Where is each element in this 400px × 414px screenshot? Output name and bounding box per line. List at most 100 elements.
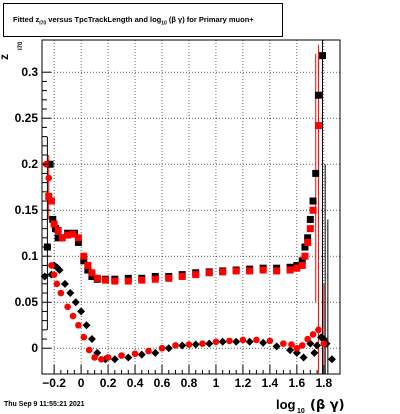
data-point-square (111, 277, 119, 285)
data-point-circle (91, 354, 98, 361)
data-point-circle (104, 354, 112, 361)
data-point-diamond (66, 289, 75, 298)
data-point-square (138, 276, 146, 284)
data-point-square (192, 271, 200, 279)
x-axis-title-sub: 10 (297, 408, 305, 414)
x-tick-label: 0.4 (127, 376, 144, 390)
data-point-square (178, 272, 186, 280)
data-point-square (306, 225, 314, 233)
data-point-square (246, 267, 254, 275)
data-point-circle (64, 303, 71, 311)
data-point-diamond (60, 279, 69, 288)
data-point-square (49, 215, 57, 223)
x-tick-label: 1.8 (315, 376, 332, 390)
x-axis-title-tail: (β γ) (310, 398, 345, 413)
axis-ticks: −0.2 0 0.2 0.4 0.6 0.8 1 1.2 1.4 1.6 1.8 0 0.05 0.1 0.… (15, 65, 333, 390)
data-point-circle (304, 335, 311, 343)
y-tick-label: 0.25 (15, 111, 39, 125)
data-point-circle (53, 280, 61, 288)
data-point-diamond (286, 346, 295, 355)
data-point-circle (75, 321, 82, 329)
data-point-square (219, 268, 227, 276)
title-middle: versus TpcTrackLength and log (46, 15, 162, 24)
data-point-circle (288, 341, 295, 348)
data-point-diamond (164, 344, 173, 353)
data-point-square (50, 220, 58, 228)
chart-title: Fitted zI70 versus TpcTrackLength and lo… (13, 15, 254, 27)
data-point-square (47, 197, 55, 205)
data-point-diamond (327, 355, 336, 364)
data-point-circle (320, 340, 328, 347)
data-point-diamond (137, 350, 146, 359)
data-point-square (309, 197, 317, 205)
title-suffix: (β γ) for Primary muon+ (166, 15, 254, 24)
data-point-diamond (87, 335, 96, 344)
data-point-circle (185, 341, 193, 348)
x-tick-label: 1.4 (262, 376, 279, 390)
x-tick-label: 0.2 (100, 376, 117, 390)
data-point-diamond (191, 340, 200, 349)
data-point-square (64, 231, 72, 239)
data-point-diamond (259, 338, 268, 347)
chart-title-box: Fitted zI70 versus TpcTrackLength and lo… (3, 3, 283, 37)
data-point-circle (50, 271, 58, 278)
data-point-circle (57, 289, 65, 297)
data-point-circle (98, 355, 105, 363)
data-point-square (301, 243, 309, 251)
data-point-square (273, 267, 281, 275)
data-point-square (74, 238, 82, 246)
x-tick-label: 1.2 (235, 376, 252, 390)
data-point-circle (280, 340, 287, 347)
x-tick-label: 0.6 (154, 376, 171, 390)
y-tick-label: 0 (31, 341, 38, 355)
data-point-diamond (299, 353, 308, 362)
x-tick-label: −0.2 (42, 376, 66, 390)
timestamp-footer: Thu Sep 9 11:55:21 2021 (4, 401, 85, 408)
data-point-square (165, 274, 173, 282)
y-tick-label: 0.15 (15, 203, 39, 217)
data-point-diamond (178, 341, 187, 350)
data-point-diamond (71, 298, 80, 307)
data-point-circle (80, 333, 88, 341)
data-point-diamond (313, 341, 322, 350)
data-point-diamond (218, 337, 227, 346)
x-tick-label: 0.8 (181, 376, 198, 390)
data-point-circle (199, 340, 206, 347)
data-point-diamond (82, 321, 91, 330)
y-tick-label: 0.3 (21, 65, 38, 79)
data-point-circle (45, 174, 53, 182)
data-point-square (80, 257, 88, 265)
x-tick-label: 0 (78, 376, 85, 390)
data-point-square (304, 234, 312, 242)
data-point-square (293, 264, 301, 272)
error-bars (46, 40, 329, 374)
data-point-square (304, 238, 312, 246)
data-point-square (80, 252, 88, 260)
data-point-square (298, 257, 306, 265)
data-point-circle (118, 352, 125, 359)
data-point-circle (212, 338, 220, 346)
data-point-circle (266, 337, 274, 345)
data-point-circle (293, 344, 301, 352)
data-point-square (74, 234, 82, 242)
x-tick-label: 1 (213, 376, 220, 390)
y-tick-label: 0.05 (15, 295, 39, 309)
data-point-circle (315, 326, 322, 334)
x-tick-label: 1.6 (289, 376, 306, 390)
data-point-diamond (151, 348, 160, 357)
y-axis-title: z I70 (0, 41, 24, 60)
data-point-square (93, 274, 101, 282)
data-point-circle (309, 331, 317, 338)
y-tick-label: 0.1 (21, 249, 38, 263)
title-sub-2: 10 (161, 20, 167, 27)
x-axis-title-main: log (276, 397, 296, 412)
data-point-square (58, 234, 66, 242)
plot-frame (41, 39, 341, 375)
data-point-square (88, 272, 96, 280)
data-point-diamond (205, 339, 214, 348)
title-sub-1: I70 (39, 20, 47, 27)
data-point-square (205, 269, 213, 277)
x-axis-title: log 10 (β γ) (276, 397, 345, 414)
data-point-circle (69, 312, 77, 320)
